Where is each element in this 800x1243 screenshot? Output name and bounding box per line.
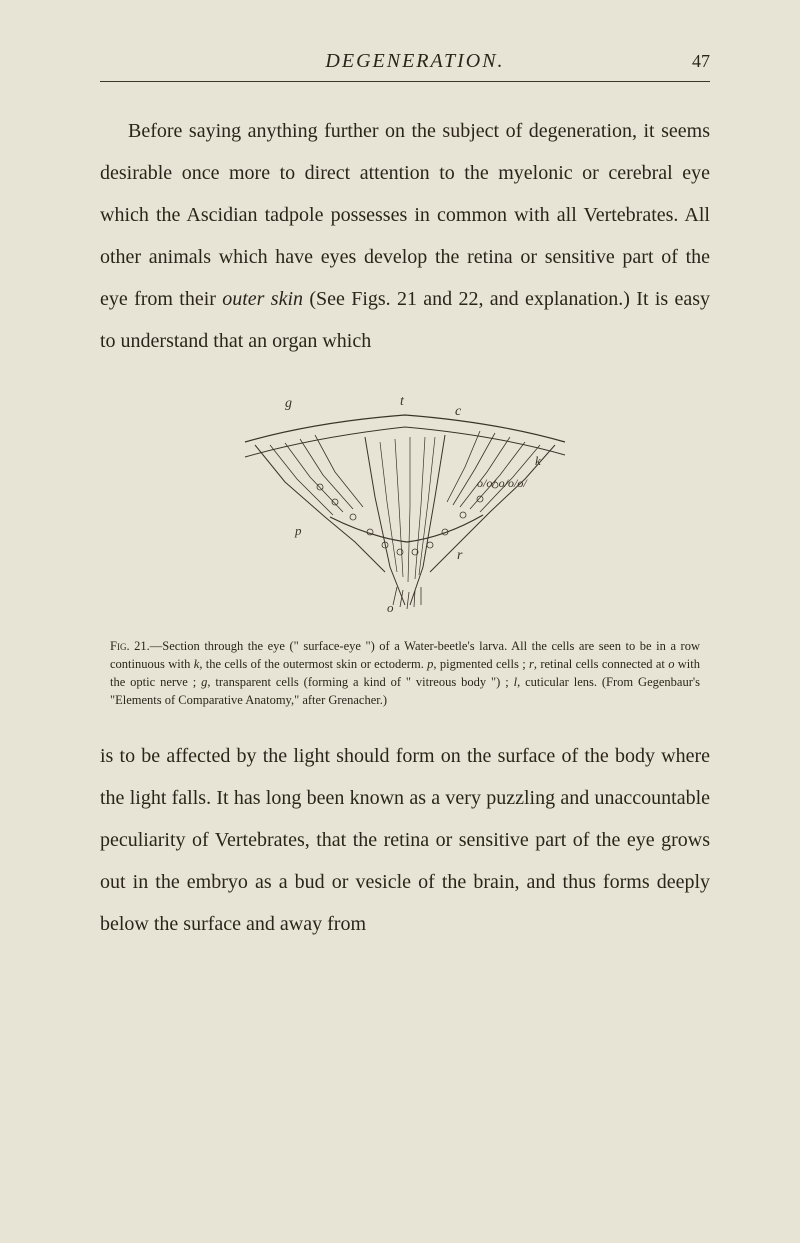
funnel-right <box>410 435 445 605</box>
figure-caption: Fig. 21.—Section through the eye (" surf… <box>110 637 700 710</box>
text-run: , pigmented cells ; <box>433 657 529 671</box>
italic-away-from: away from <box>280 913 366 935</box>
funnel-line <box>408 437 410 582</box>
nerve-hatch <box>393 587 421 609</box>
label-o-group: o/o/ o/o/o/ <box>477 476 528 490</box>
nucleus <box>332 499 338 505</box>
text-run: is to be affected by the light should fo… <box>100 745 498 767</box>
nucleus <box>397 549 403 555</box>
label-c: c <box>455 404 462 419</box>
label-o-bottom: o <box>387 600 394 615</box>
pigment-band <box>330 515 483 542</box>
page-header: DEGENERATION. 47 <box>100 50 710 73</box>
label-g: g <box>285 396 292 411</box>
cell-line <box>270 445 333 515</box>
left-outline <box>255 445 385 572</box>
label-p: p <box>294 523 302 538</box>
cell-line <box>285 443 343 512</box>
text-run: , retinal cells connected at <box>534 657 668 671</box>
label-k: k <box>535 453 541 468</box>
cell-line <box>447 431 480 502</box>
nucleus <box>477 496 483 502</box>
text-run: Before saying anything further on the su… <box>100 120 710 310</box>
nucleus <box>317 484 323 490</box>
figure-container: g t c <box>100 387 710 622</box>
italic-deeply: deeply <box>657 871 710 893</box>
text-run: , the cells of the outermost skin or ect… <box>199 657 427 671</box>
funnel-left <box>365 437 405 605</box>
skin-curve-top <box>245 415 565 442</box>
funnel-line <box>380 442 397 572</box>
label-r: r <box>457 548 463 563</box>
italic-phrase: outer skin <box>222 288 303 310</box>
nucleus <box>427 542 433 548</box>
header-rule <box>100 81 710 82</box>
paragraph-1: Before saying anything further on the su… <box>100 110 710 362</box>
text-run: below the surface and <box>100 913 280 935</box>
figure-illustration: g t c <box>225 387 585 617</box>
text-run: , transparent cells (forming a kind of "… <box>207 675 513 689</box>
label-t: t <box>400 394 405 409</box>
funnel-line <box>419 437 435 575</box>
italic-surface: surface <box>498 745 556 767</box>
nucleus <box>350 514 356 520</box>
cell-line <box>315 435 363 507</box>
running-title: DEGENERATION. <box>160 50 670 73</box>
page-number: 47 <box>670 51 710 72</box>
paragraph-2: is to be affected by the light should fo… <box>100 735 710 945</box>
caption-fig-label: Fig. 21. <box>110 639 150 653</box>
nucleus <box>460 512 466 518</box>
funnel-line <box>395 439 403 577</box>
funnel-line <box>415 437 425 579</box>
